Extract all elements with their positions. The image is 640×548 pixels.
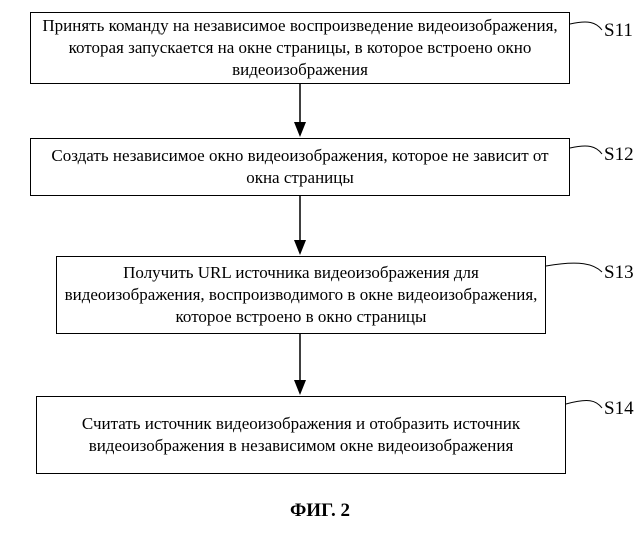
step-box-s13: Получить URL источника видеоизображения … (56, 256, 546, 334)
label-connector (546, 263, 602, 272)
step-text: Считать источник видеоизображения и отоб… (43, 413, 559, 457)
label-connector (570, 146, 602, 154)
step-label-s12: S12 (604, 144, 634, 166)
flowchart-canvas: Принять команду на независимое воспроизв… (0, 0, 640, 548)
label-connector (566, 401, 602, 408)
step-label-s13: S13 (604, 262, 634, 284)
step-text: Создать независимое окно видеоизображени… (37, 145, 563, 189)
step-box-s14: Считать источник видеоизображения и отоб… (36, 396, 566, 474)
label-connector (570, 22, 602, 30)
step-text: Принять команду на независимое воспроизв… (37, 15, 563, 81)
step-label-s11: S11 (604, 20, 633, 42)
step-text: Получить URL источника видеоизображения … (63, 262, 539, 328)
step-box-s12: Создать независимое окно видеоизображени… (30, 138, 570, 196)
step-label-s14: S14 (604, 398, 634, 420)
step-box-s11: Принять команду на независимое воспроизв… (30, 12, 570, 84)
figure-caption: ФИГ. 2 (0, 500, 640, 522)
